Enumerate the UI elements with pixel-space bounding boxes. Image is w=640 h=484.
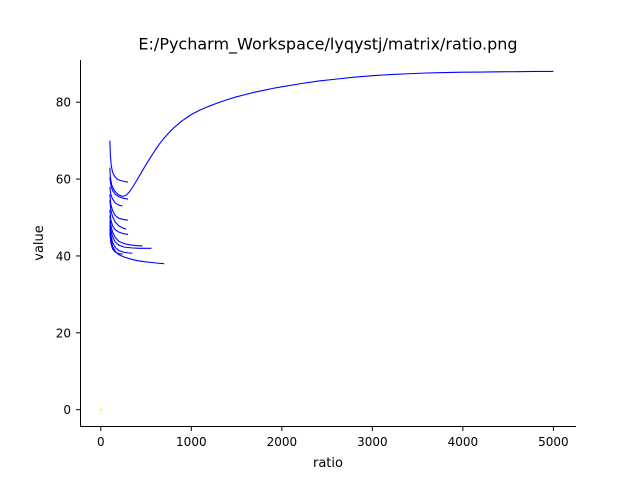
y-tick-label: 40 — [56, 249, 71, 263]
series-line-12 — [109, 232, 123, 255]
x-tick-label: 1000 — [176, 435, 207, 449]
series-line-4 — [109, 186, 123, 207]
x-axis-label: ratio — [313, 456, 343, 471]
x-tick-label: 2000 — [267, 435, 298, 449]
series-group — [109, 70, 554, 265]
x-tick-label: 5000 — [538, 435, 569, 449]
series-line-1 — [109, 140, 129, 183]
y-tick-label: 80 — [56, 96, 71, 110]
y-tick-label: 20 — [56, 326, 71, 340]
x-ticks: 0 1000 2000 3000 4000 5000 — [97, 427, 569, 449]
y-tick-label: 60 — [56, 173, 71, 187]
origin-marker-1 — [99, 408, 103, 411]
series-line-8 — [109, 215, 143, 247]
x-tick-label: 3000 — [357, 435, 388, 449]
x-tick-label: 4000 — [448, 435, 479, 449]
series-line-6 — [109, 200, 127, 230]
y-axis-label: value — [32, 225, 47, 261]
marker-group — [99, 408, 103, 411]
x-tick-label: 0 — [97, 435, 105, 449]
y-ticks: 0 20 40 60 80 — [56, 96, 80, 417]
series-line-3 — [109, 177, 129, 200]
series-line-2 — [109, 70, 554, 197]
chart-title: E:/Pycharm_Workspace/lyqystj/matrix/rati… — [138, 35, 517, 55]
series-line-9 — [109, 221, 152, 249]
series-line-11 — [109, 228, 165, 265]
y-tick-label: 0 — [63, 403, 71, 417]
